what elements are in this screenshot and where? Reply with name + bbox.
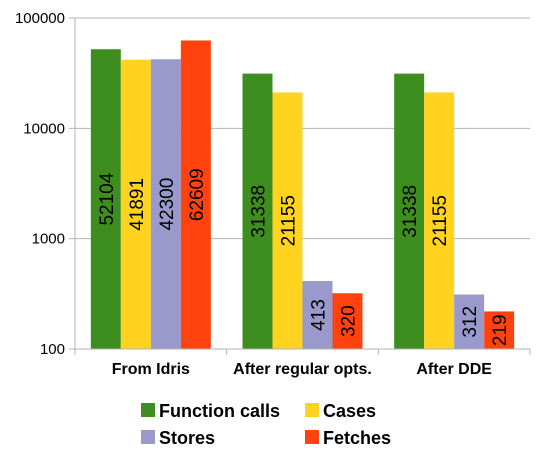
data-label: 31338	[249, 185, 270, 238]
legend-label: Function calls	[159, 401, 280, 421]
bar	[484, 311, 515, 349]
legend-swatch	[305, 430, 319, 444]
data-label: 52104	[97, 172, 118, 225]
legend-swatch	[305, 403, 319, 417]
axes	[74, 18, 531, 355]
category-label: After regular opts.	[233, 361, 372, 378]
bar	[180, 40, 211, 349]
data-labels: 52104 41891 42300 62609 31338 21155 413 320 3133…	[97, 168, 511, 346]
data-label: 312	[460, 306, 481, 338]
legend-label: Cases	[323, 401, 376, 421]
bar	[272, 92, 303, 349]
data-label: 413	[309, 299, 330, 331]
y-axis-ticks: 100 1000 10000 100000	[15, 10, 65, 358]
bar	[424, 92, 455, 349]
y-tick-label: 1000	[32, 231, 65, 248]
legend-label: Stores	[159, 428, 215, 448]
category-label: From Idris	[112, 361, 190, 378]
bar	[454, 294, 485, 349]
legend-swatch	[141, 430, 155, 444]
y-tick-label: 100	[40, 341, 65, 358]
legend-swatch	[141, 403, 155, 417]
data-label: 21155	[430, 195, 451, 246]
category-label: After DDE	[416, 361, 492, 378]
bar	[90, 49, 121, 350]
legend: Function calls Cases Stores Fetches	[141, 401, 391, 448]
bar	[302, 281, 333, 349]
data-label: 41891	[127, 178, 148, 231]
legend-label: Fetches	[323, 428, 391, 448]
data-label: 62609	[187, 168, 208, 221]
bar	[242, 73, 273, 350]
bar	[394, 73, 425, 350]
bar	[332, 293, 363, 349]
data-label: 219	[490, 314, 511, 346]
data-label: 42300	[157, 178, 178, 231]
y-tick-label: 100000	[15, 10, 65, 27]
data-label: 21155	[279, 195, 300, 246]
y-tick-label: 10000	[23, 120, 65, 137]
bar	[120, 59, 151, 349]
bar	[150, 59, 181, 349]
data-label: 31338	[400, 185, 421, 238]
category-labels: From Idris After regular opts. After DDE	[112, 361, 493, 378]
bars	[90, 40, 515, 350]
data-label: 320	[339, 305, 360, 337]
